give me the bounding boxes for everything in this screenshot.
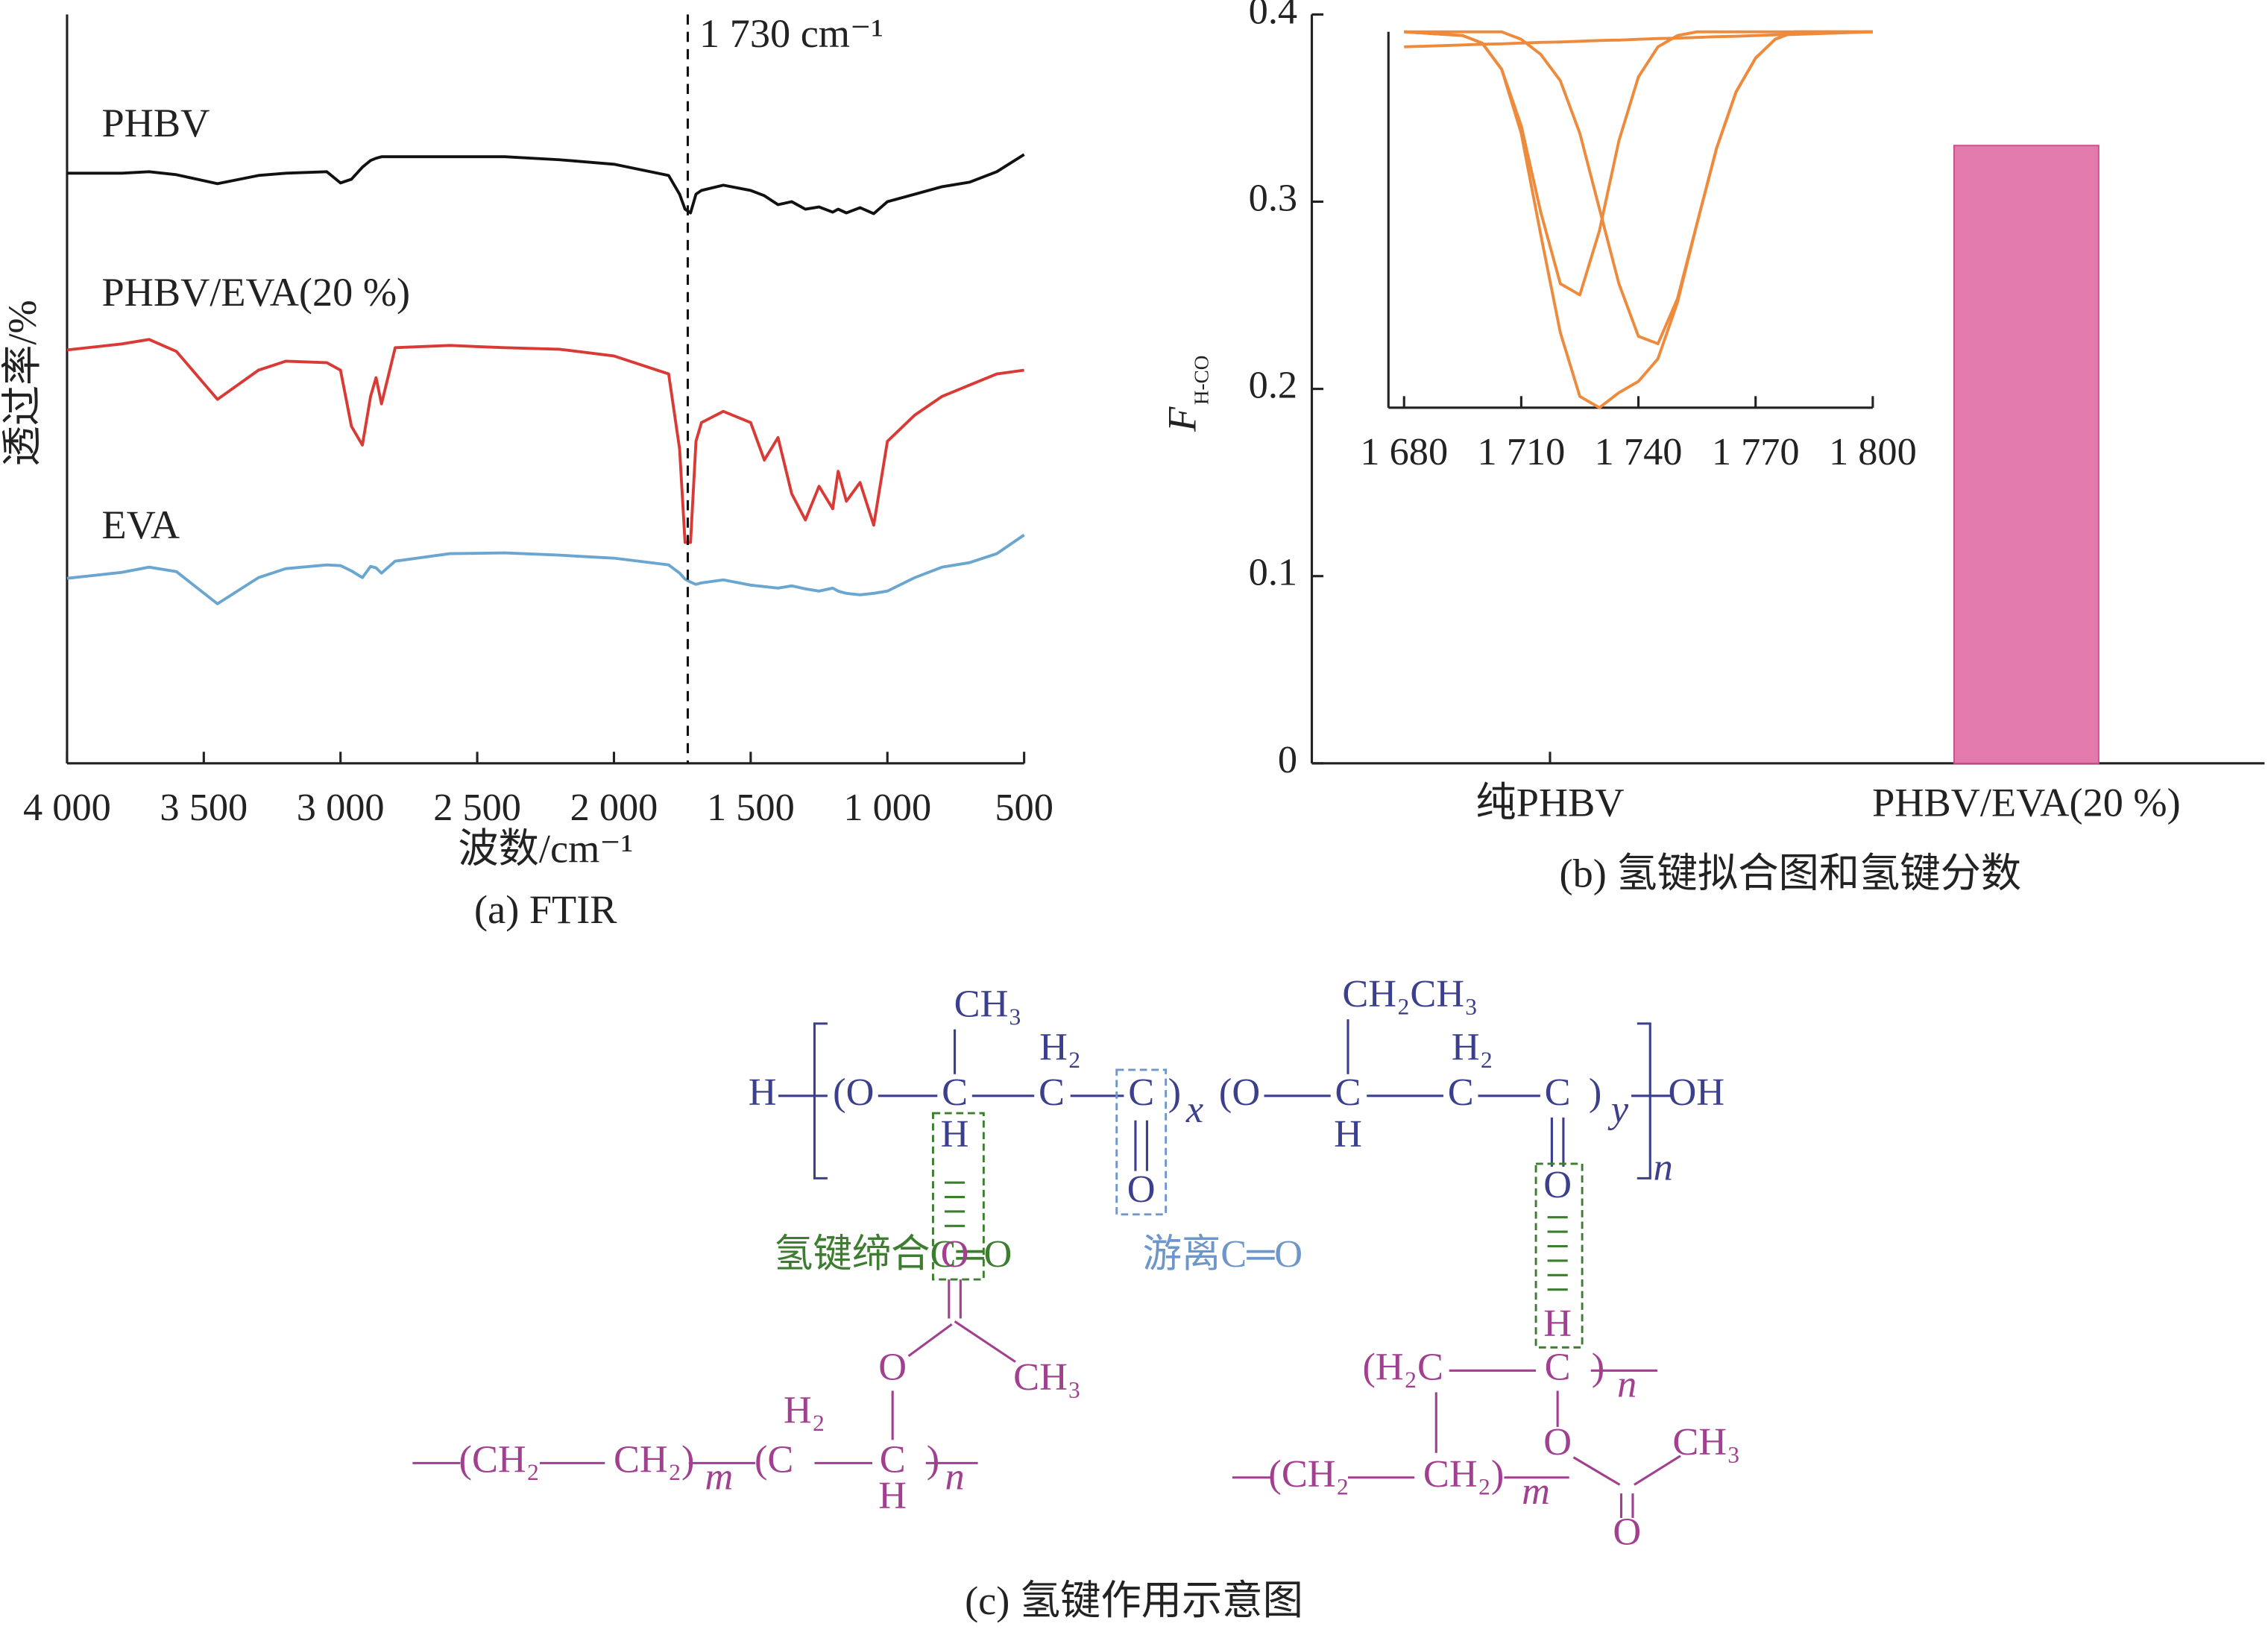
series-line xyxy=(66,338,1024,544)
y-tick-label: 0.1 xyxy=(1249,551,1297,594)
x-tick-label: 2 000 xyxy=(570,786,658,829)
y-tick-label: 0.4 xyxy=(1249,0,1297,32)
caption: (b) 氢键拟合图和氢键分数 xyxy=(1560,851,2022,895)
diagram-label: C xyxy=(880,1437,906,1481)
x-tick-label: 1 710 xyxy=(1478,430,1566,473)
x-tick-label: 1 740 xyxy=(1595,430,1683,473)
diagram-label: y xyxy=(1607,1088,1629,1131)
y-axis-label: 透过率/% xyxy=(0,300,45,466)
series-line xyxy=(1404,30,1873,48)
caption: (a) FTIR xyxy=(474,887,617,932)
diagram-label: (O xyxy=(1219,1071,1260,1114)
diagram-label: CH₂) xyxy=(1423,1452,1504,1496)
diagram-label: O xyxy=(1543,1163,1572,1206)
x-tick-label: 3 000 xyxy=(297,786,385,829)
diagram-label: ) xyxy=(927,1437,939,1481)
x-tick-label: 1 000 xyxy=(843,786,931,829)
diagram-label: H xyxy=(1334,1112,1362,1156)
diagram-label: C xyxy=(1448,1071,1474,1114)
diagram-label: (CH₂ xyxy=(459,1437,540,1481)
diagram-label: m xyxy=(1522,1470,1550,1513)
diagram-label: CH₃ xyxy=(1672,1420,1740,1464)
diagram-label: ) xyxy=(1592,1345,1604,1388)
x-axis-label: 波数/cm⁻¹ xyxy=(458,827,633,872)
diagram-label: CH₂CH₃ xyxy=(1342,972,1478,1015)
diagram-label: H₂ xyxy=(784,1388,825,1431)
diagram-label: (H₂C xyxy=(1362,1345,1443,1388)
diagram-label: H xyxy=(941,1112,969,1156)
x-tick-label: 1 800 xyxy=(1829,430,1917,473)
diagram-label: CH₂) xyxy=(614,1437,694,1481)
x-tick-label: 1 770 xyxy=(1712,430,1800,473)
x-tick-label: 3 500 xyxy=(160,786,248,829)
diagram-label: C xyxy=(1545,1345,1571,1388)
y-tick-label: 0.2 xyxy=(1249,364,1297,407)
diagram-label: ) xyxy=(1168,1071,1181,1114)
diagram-label: CH₃ xyxy=(1013,1355,1081,1399)
diagram-label: C xyxy=(1545,1071,1571,1114)
diagram-label: (CH₂ xyxy=(1268,1452,1349,1496)
diagram-label: (C xyxy=(755,1437,793,1481)
diagram-label: O xyxy=(1613,1510,1641,1553)
annotation: 1 730 cm⁻¹ xyxy=(699,11,883,56)
y-tick-label: 0.3 xyxy=(1249,177,1297,220)
diagram-label: n xyxy=(1617,1363,1637,1406)
series-line xyxy=(1404,30,1873,409)
diagram-label: n xyxy=(1654,1146,1673,1189)
x-tick-label: 纯PHBV xyxy=(1475,780,1624,825)
diagram-label: OH xyxy=(1669,1071,1725,1114)
bar xyxy=(1953,145,2100,764)
diagram-label: H xyxy=(1543,1302,1572,1345)
diagram-label: m xyxy=(705,1455,734,1499)
diagram-label: O xyxy=(1543,1420,1572,1464)
diagram-label: O xyxy=(1127,1168,1156,1211)
series-line xyxy=(66,533,1025,605)
x-tick-label: 1 500 xyxy=(707,786,795,829)
diagram-label: H₂ xyxy=(1039,1026,1081,1069)
diagram-label: H xyxy=(878,1474,907,1517)
diagram-label: O xyxy=(941,1232,969,1276)
series-label: PHBV/EVA(20 %) xyxy=(101,270,410,315)
series-line xyxy=(1404,30,1873,297)
x-tick-label: 2 500 xyxy=(433,786,521,829)
y-tick-label: 0 xyxy=(1278,738,1297,781)
x-tick-label: 500 xyxy=(995,786,1053,829)
y-axis-label: F xyxy=(1159,406,1204,432)
diagram-label: C xyxy=(1039,1071,1065,1114)
diagram-label: n xyxy=(945,1455,964,1499)
diagram-label: H xyxy=(749,1071,777,1114)
series-label: PHBV xyxy=(101,101,210,145)
diagram-label: (O xyxy=(833,1071,874,1114)
diagram-label: 氢键缔合C═O xyxy=(774,1232,1012,1276)
diagram-label: ) xyxy=(1589,1071,1601,1114)
series-label: EVA xyxy=(101,503,180,547)
diagram-label: 游离C═O xyxy=(1143,1232,1303,1276)
x-tick-label: PHBV/EVA(20 %) xyxy=(1872,780,2181,825)
diagram-label: H₂ xyxy=(1452,1026,1493,1069)
diagram-label: x xyxy=(1185,1088,1203,1131)
diagram-bonds xyxy=(412,1019,1681,1519)
x-tick-label: 4 000 xyxy=(23,786,111,829)
y-axis-label-sub: H-CO xyxy=(1190,356,1212,405)
diagram-label: C xyxy=(942,1071,968,1114)
diagram-label: C xyxy=(1335,1071,1361,1114)
diagram-label: C xyxy=(1128,1071,1154,1114)
diagram-label: CH₃ xyxy=(954,983,1022,1026)
x-tick-label: 1 680 xyxy=(1360,430,1448,473)
series-line xyxy=(66,153,1025,215)
diagram-caption: (c) 氢键作用示意图 xyxy=(965,1578,1303,1623)
diagram-label: O xyxy=(878,1345,907,1388)
